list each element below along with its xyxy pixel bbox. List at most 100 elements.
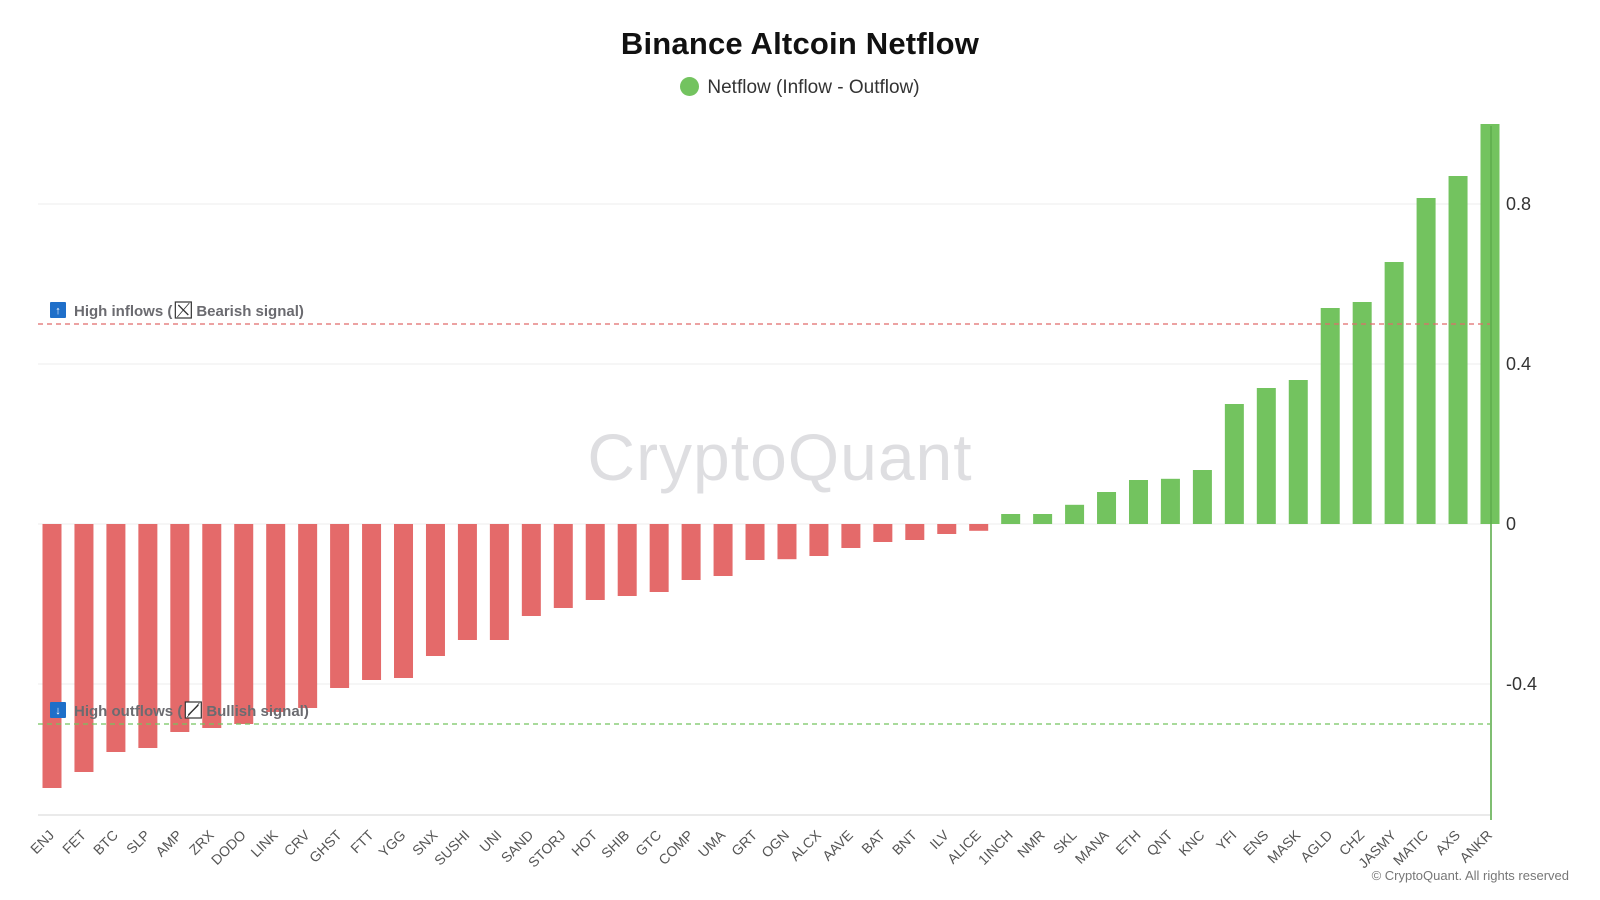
x-tick-label: KNC [1175, 827, 1207, 859]
high-inflows-label: High inflows ( [74, 303, 172, 320]
bar-skl[interactable] [1065, 504, 1085, 524]
x-tick-label: SHIB [598, 827, 632, 861]
x-tick-label: FET [59, 826, 89, 856]
bar-ilv[interactable] [937, 524, 957, 534]
bar-mask[interactable] [1288, 380, 1308, 524]
y-tick-label: 0.4 [1506, 354, 1531, 374]
bar-agld[interactable] [1320, 308, 1340, 524]
bar-1inch[interactable] [1001, 514, 1021, 524]
y-tick-label: 0.8 [1506, 194, 1531, 214]
chart-down-icon [174, 301, 192, 319]
bar-dodo[interactable] [234, 524, 254, 724]
x-tick-label: ENJ [27, 827, 57, 857]
bar-uni[interactable] [489, 524, 509, 640]
x-tick-label: GHST [306, 826, 345, 865]
bar-ens[interactable] [1256, 388, 1276, 524]
bar-storj[interactable] [553, 524, 573, 608]
y-axis: -0.4 0 0.4 0.8 [1490, 126, 1537, 820]
watermark: CryptoQuant [587, 420, 972, 494]
bar-fet[interactable] [74, 524, 94, 772]
legend-label: Netflow (Inflow - Outflow) [707, 77, 920, 98]
bar-zrx[interactable] [202, 524, 222, 728]
x-tick-label: MANA [1072, 826, 1112, 866]
threshold-lines: ↑ High inflows ( Bearish signal) ↓ High outf… [38, 301, 1490, 725]
bar-alice[interactable] [969, 524, 989, 531]
bar-grt[interactable] [745, 524, 765, 560]
bar-alcx[interactable] [809, 524, 829, 556]
bar-nmr[interactable] [1033, 514, 1053, 524]
bar-crv[interactable] [298, 524, 318, 708]
x-tick-label: LINK [247, 826, 281, 860]
x-tick-label: BTC [90, 827, 121, 858]
copyright-text: © CryptoQuant. All rights reserved [1372, 868, 1569, 883]
bar-yfi[interactable] [1224, 404, 1244, 524]
arrow-down-icon: ↓ [50, 702, 66, 718]
bar-sushi[interactable] [457, 524, 477, 640]
legend-marker [680, 77, 700, 96]
x-tick-label: FTT [347, 826, 377, 856]
bar-mana[interactable] [1097, 492, 1117, 524]
x-tick-label: QNT [1143, 826, 1176, 859]
x-tick-label: YGG [375, 827, 408, 860]
bar-link[interactable] [266, 524, 286, 712]
bar-comp[interactable] [681, 524, 701, 580]
x-tick-label: OGN [758, 827, 792, 861]
bar-snx[interactable] [425, 524, 445, 656]
x-tick-label: MATIC [1390, 827, 1431, 868]
bar-eth[interactable] [1128, 480, 1148, 524]
high-outflows-signal-label: Bullish signal) [206, 703, 309, 720]
bar-ygg[interactable] [394, 524, 414, 678]
x-tick-label: YFI [1213, 827, 1240, 854]
bar-jasmy[interactable] [1384, 262, 1404, 524]
x-tick-label: ANKR [1456, 827, 1495, 866]
bar-group [42, 124, 1500, 788]
x-tick-label: GRT [728, 827, 760, 859]
x-tick-label: AGLD [1297, 827, 1335, 865]
bar-enj[interactable] [42, 524, 62, 788]
bar-qnt[interactable] [1160, 478, 1180, 524]
x-tick-label: HOT [568, 826, 601, 859]
x-tick-label: MASK [1264, 826, 1304, 866]
bar-btc[interactable] [106, 524, 126, 752]
bar-slp[interactable] [138, 524, 158, 748]
x-tick-label: SLP [123, 827, 153, 857]
bar-axs[interactable] [1448, 176, 1468, 524]
bar-bat[interactable] [873, 524, 893, 542]
bar-hot[interactable] [585, 524, 605, 600]
bar-bnt[interactable] [905, 524, 925, 540]
x-tick-label: 1INCH [975, 827, 1016, 868]
chart-title: Binance Altcoin Netflow [620, 26, 980, 61]
x-tick-label: DODO [208, 827, 249, 868]
bar-ftt[interactable] [362, 524, 382, 680]
legend[interactable]: Netflow (Inflow - Outflow) [0, 77, 1600, 99]
x-tick-label: BAT [858, 827, 888, 857]
svg-text:↓: ↓ [55, 705, 61, 717]
y-tick-label: 0 [1506, 514, 1516, 534]
bar-ghst[interactable] [330, 524, 350, 688]
x-tick-label: ALCX [787, 826, 825, 864]
bar-ogn[interactable] [777, 524, 797, 560]
high-inflows-signal-label: Bearish signal) [196, 303, 304, 320]
x-tick-label: ETH [1112, 827, 1143, 858]
svg-text:↑: ↑ [55, 305, 61, 317]
chart-up-icon [184, 701, 202, 719]
x-tick-label: ILV [926, 826, 952, 852]
high-outflows-label: High outflows ( [74, 703, 182, 720]
bar-matic[interactable] [1416, 198, 1436, 524]
bar-knc[interactable] [1192, 470, 1212, 524]
bar-amp[interactable] [170, 524, 190, 732]
bar-sand[interactable] [521, 524, 541, 616]
bar-aave[interactable] [841, 524, 861, 548]
y-tick-label: -0.4 [1506, 674, 1537, 694]
x-tick-label: SUSHI [431, 827, 473, 869]
x-tick-label: BNT [889, 826, 920, 857]
x-tick-label: UMA [695, 826, 729, 860]
x-tick-label: AMP [152, 827, 185, 860]
x-tick-label: COMP [655, 827, 696, 868]
bar-gtc[interactable] [649, 524, 669, 592]
bar-uma[interactable] [713, 524, 733, 576]
bar-shib[interactable] [617, 524, 637, 596]
bar-chz[interactable] [1352, 302, 1372, 524]
